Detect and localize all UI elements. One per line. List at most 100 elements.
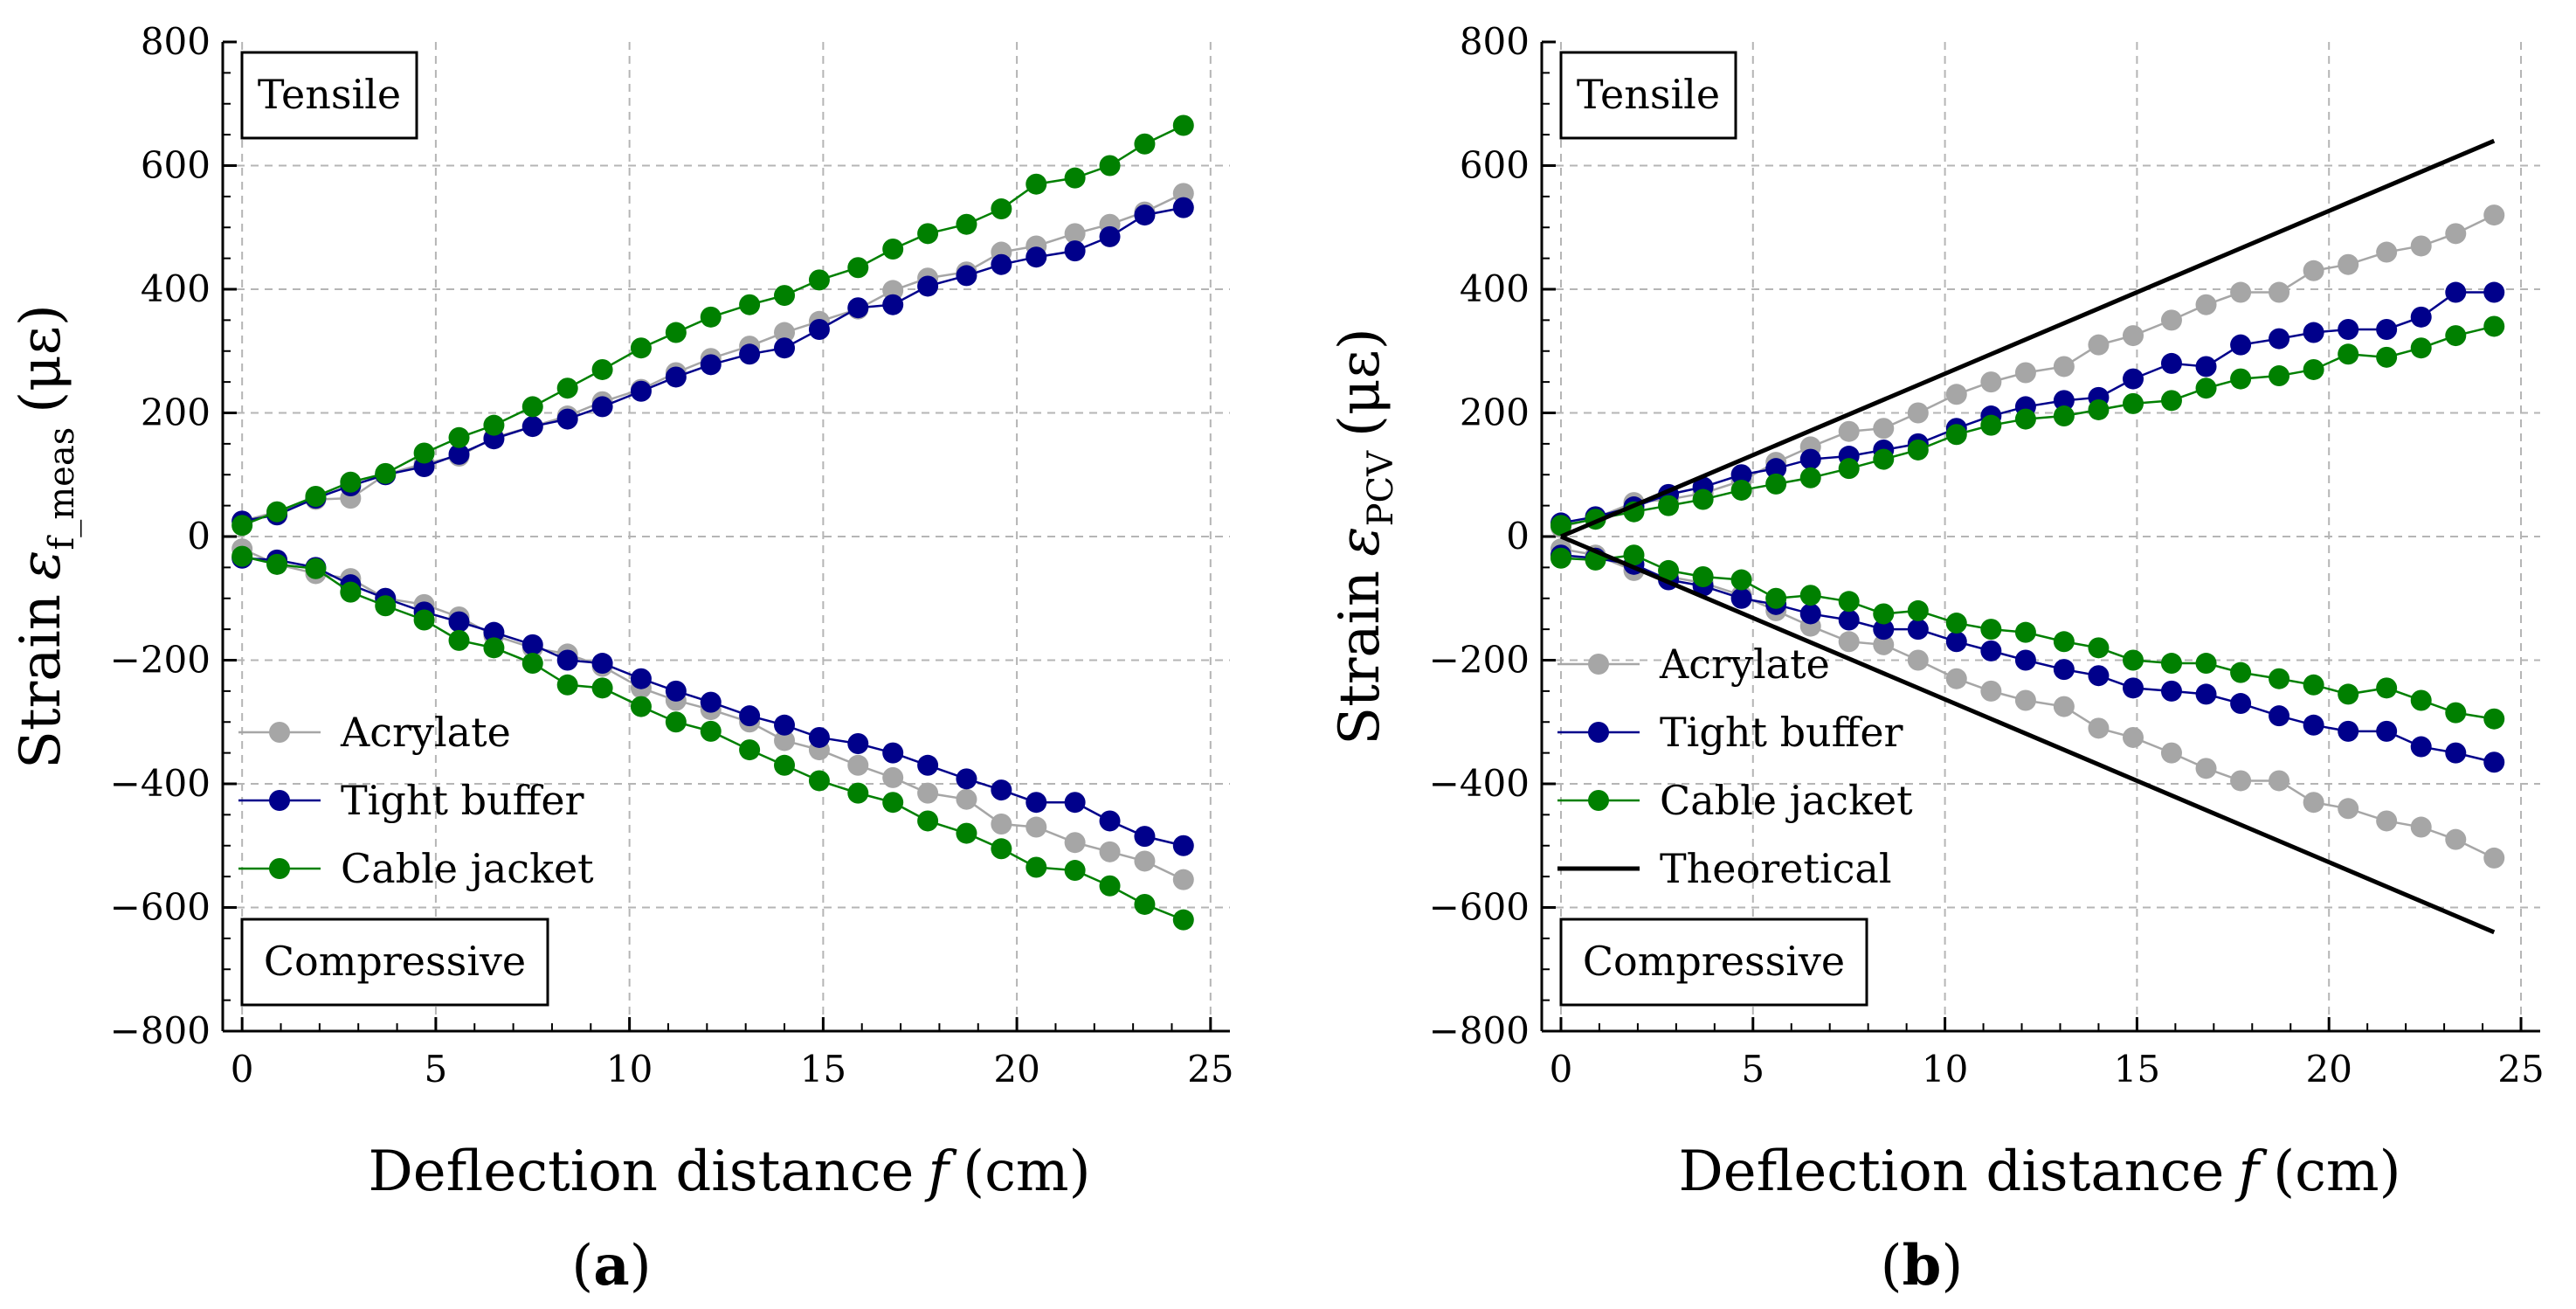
y-tick-label: −800	[1429, 1009, 1530, 1052]
x-axis-title: Deflection distance f (cm)	[368, 1139, 1090, 1204]
data-point-cable_jacket	[1658, 495, 1680, 516]
x-tick-label: 10	[1922, 1048, 1968, 1091]
data-point-cable_jacket	[917, 223, 939, 245]
data-point-tight_buffer	[2483, 751, 2505, 773]
x-tick-label: 5	[1741, 1048, 1765, 1091]
data-point-cable_jacket	[413, 442, 435, 464]
data-point-cable_jacket	[882, 792, 904, 814]
y-tick-label: 200	[1460, 391, 1530, 434]
data-point-cable_jacket	[1692, 488, 1714, 510]
legend-marker-tight_buffer	[1588, 722, 1609, 743]
legend-label-acrylate: Acrylate	[1659, 641, 1830, 688]
data-point-tight_buffer	[448, 611, 470, 633]
data-point-tight_buffer	[2230, 693, 2252, 715]
y-axis-title-subscript: PCV	[1361, 450, 1401, 527]
legend-label-cable_jacket: Cable jacket	[1660, 777, 1913, 824]
data-point-tight_buffer	[2410, 736, 2432, 758]
data-point-tight_buffer	[2088, 665, 2110, 687]
data-point-tight_buffer	[2445, 742, 2467, 764]
data-point-cable_jacket	[700, 720, 722, 742]
data-point-acrylate	[1907, 649, 1929, 671]
data-point-cable_jacket	[1980, 619, 2002, 641]
data-point-tight_buffer	[882, 742, 904, 764]
data-point-tight_buffer	[2014, 649, 2036, 671]
data-point-cable_jacket	[1064, 860, 1086, 882]
data-point-cable_jacket	[1099, 875, 1121, 897]
data-point-tight_buffer	[521, 416, 543, 438]
data-point-acrylate	[991, 813, 1012, 835]
data-point-cable_jacket	[448, 426, 470, 448]
data-point-acrylate	[956, 788, 977, 810]
data-point-acrylate	[2338, 253, 2359, 275]
x-tick-label: 25	[1187, 1048, 1233, 1091]
series-cable_jacket	[1550, 544, 2505, 730]
x-tick-label: 10	[606, 1048, 653, 1091]
x-tick-label: 0	[1550, 1048, 1573, 1091]
y-tick-label: 0	[1506, 515, 1530, 558]
data-point-acrylate	[1873, 634, 1895, 655]
y-axis-title-prefix: Strain	[9, 594, 73, 769]
data-point-cable_jacket	[2445, 702, 2467, 724]
legend-label-tight_buffer: Tight buffer	[1660, 709, 1903, 756]
data-point-acrylate	[774, 322, 796, 343]
data-point-acrylate	[1172, 869, 1194, 890]
y-tick-label: 400	[141, 267, 211, 310]
x-tick-label: 20	[993, 1048, 1039, 1091]
legend: Acrylate Tight buffer Cable jacket Theoreti…	[1557, 641, 1913, 892]
data-point-cable_jacket	[483, 414, 505, 436]
data-point-cable_jacket	[2376, 677, 2398, 699]
panel-label-open: (	[571, 1234, 593, 1299]
data-point-tight_buffer	[1064, 240, 1086, 262]
data-point-cable_jacket	[991, 198, 1012, 220]
legend-marker-cable_jacket	[1588, 790, 1609, 811]
data-point-tight_buffer	[2053, 390, 2075, 412]
legend-label-cable_jacket: Cable jacket	[341, 845, 594, 892]
data-point-acrylate	[1945, 668, 1967, 689]
data-point-tight_buffer	[1172, 197, 1194, 218]
data-point-tight_buffer	[2195, 356, 2217, 377]
data-point-acrylate	[1980, 371, 2002, 393]
data-point-cable_jacket	[448, 629, 470, 651]
data-point-acrylate	[2014, 362, 2036, 384]
data-point-cable_jacket	[2053, 631, 2075, 653]
data-point-tight_buffer	[556, 408, 578, 430]
data-point-cable_jacket	[375, 595, 397, 617]
y-axis-title: Strain εPCV (με)	[1328, 328, 1401, 745]
data-point-cable_jacket	[2338, 343, 2359, 365]
data-point-cable_jacket	[665, 711, 687, 733]
data-point-tight_buffer	[1980, 640, 2002, 661]
data-point-cable_jacket	[1172, 909, 1194, 931]
data-point-tight_buffer	[1799, 448, 1821, 470]
data-point-cable_jacket	[847, 257, 869, 279]
data-point-cable_jacket	[1873, 448, 1895, 470]
data-point-cable_jacket	[774, 285, 796, 307]
data-point-tight_buffer	[1730, 587, 1752, 609]
data-point-tight_buffer	[448, 443, 470, 465]
data-point-tight_buffer	[700, 354, 722, 376]
data-point-cable_jacket	[591, 358, 613, 380]
data-point-acrylate	[2410, 235, 2432, 257]
data-point-acrylate	[1134, 850, 1156, 872]
y-tick-label: −600	[1429, 886, 1530, 929]
data-point-tight_buffer	[1945, 631, 1967, 653]
compressive-label: Compressive	[264, 938, 526, 985]
series-theoretical	[1560, 534, 2496, 935]
tensile-label: Tensile	[258, 71, 401, 118]
data-point-tight_buffer	[2195, 683, 2217, 705]
data-point-tight_buffer	[2123, 368, 2144, 390]
data-point-cable_jacket	[1907, 439, 1929, 461]
data-point-cable_jacket	[2483, 315, 2505, 337]
data-point-cable_jacket	[739, 739, 761, 761]
x-tick-label: 15	[800, 1048, 846, 1091]
y-tick-label: 800	[141, 20, 211, 63]
data-point-cable_jacket	[2160, 653, 2182, 675]
panel-label-letter: a	[593, 1233, 629, 1299]
y-tick-label: 600	[141, 144, 211, 187]
data-point-acrylate	[2269, 770, 2290, 792]
data-point-cable_jacket	[1550, 547, 1571, 569]
data-point-cable_jacket	[1799, 585, 1821, 606]
data-point-acrylate	[2053, 696, 2075, 717]
data-point-cable_jacket	[1134, 893, 1156, 915]
data-point-tight_buffer	[847, 297, 869, 319]
panel-b-strain-pcv: −800 −600 −400 −200 0 200 400 600 800 0 5 10 15 20 25 T…	[1328, 20, 2545, 1299]
